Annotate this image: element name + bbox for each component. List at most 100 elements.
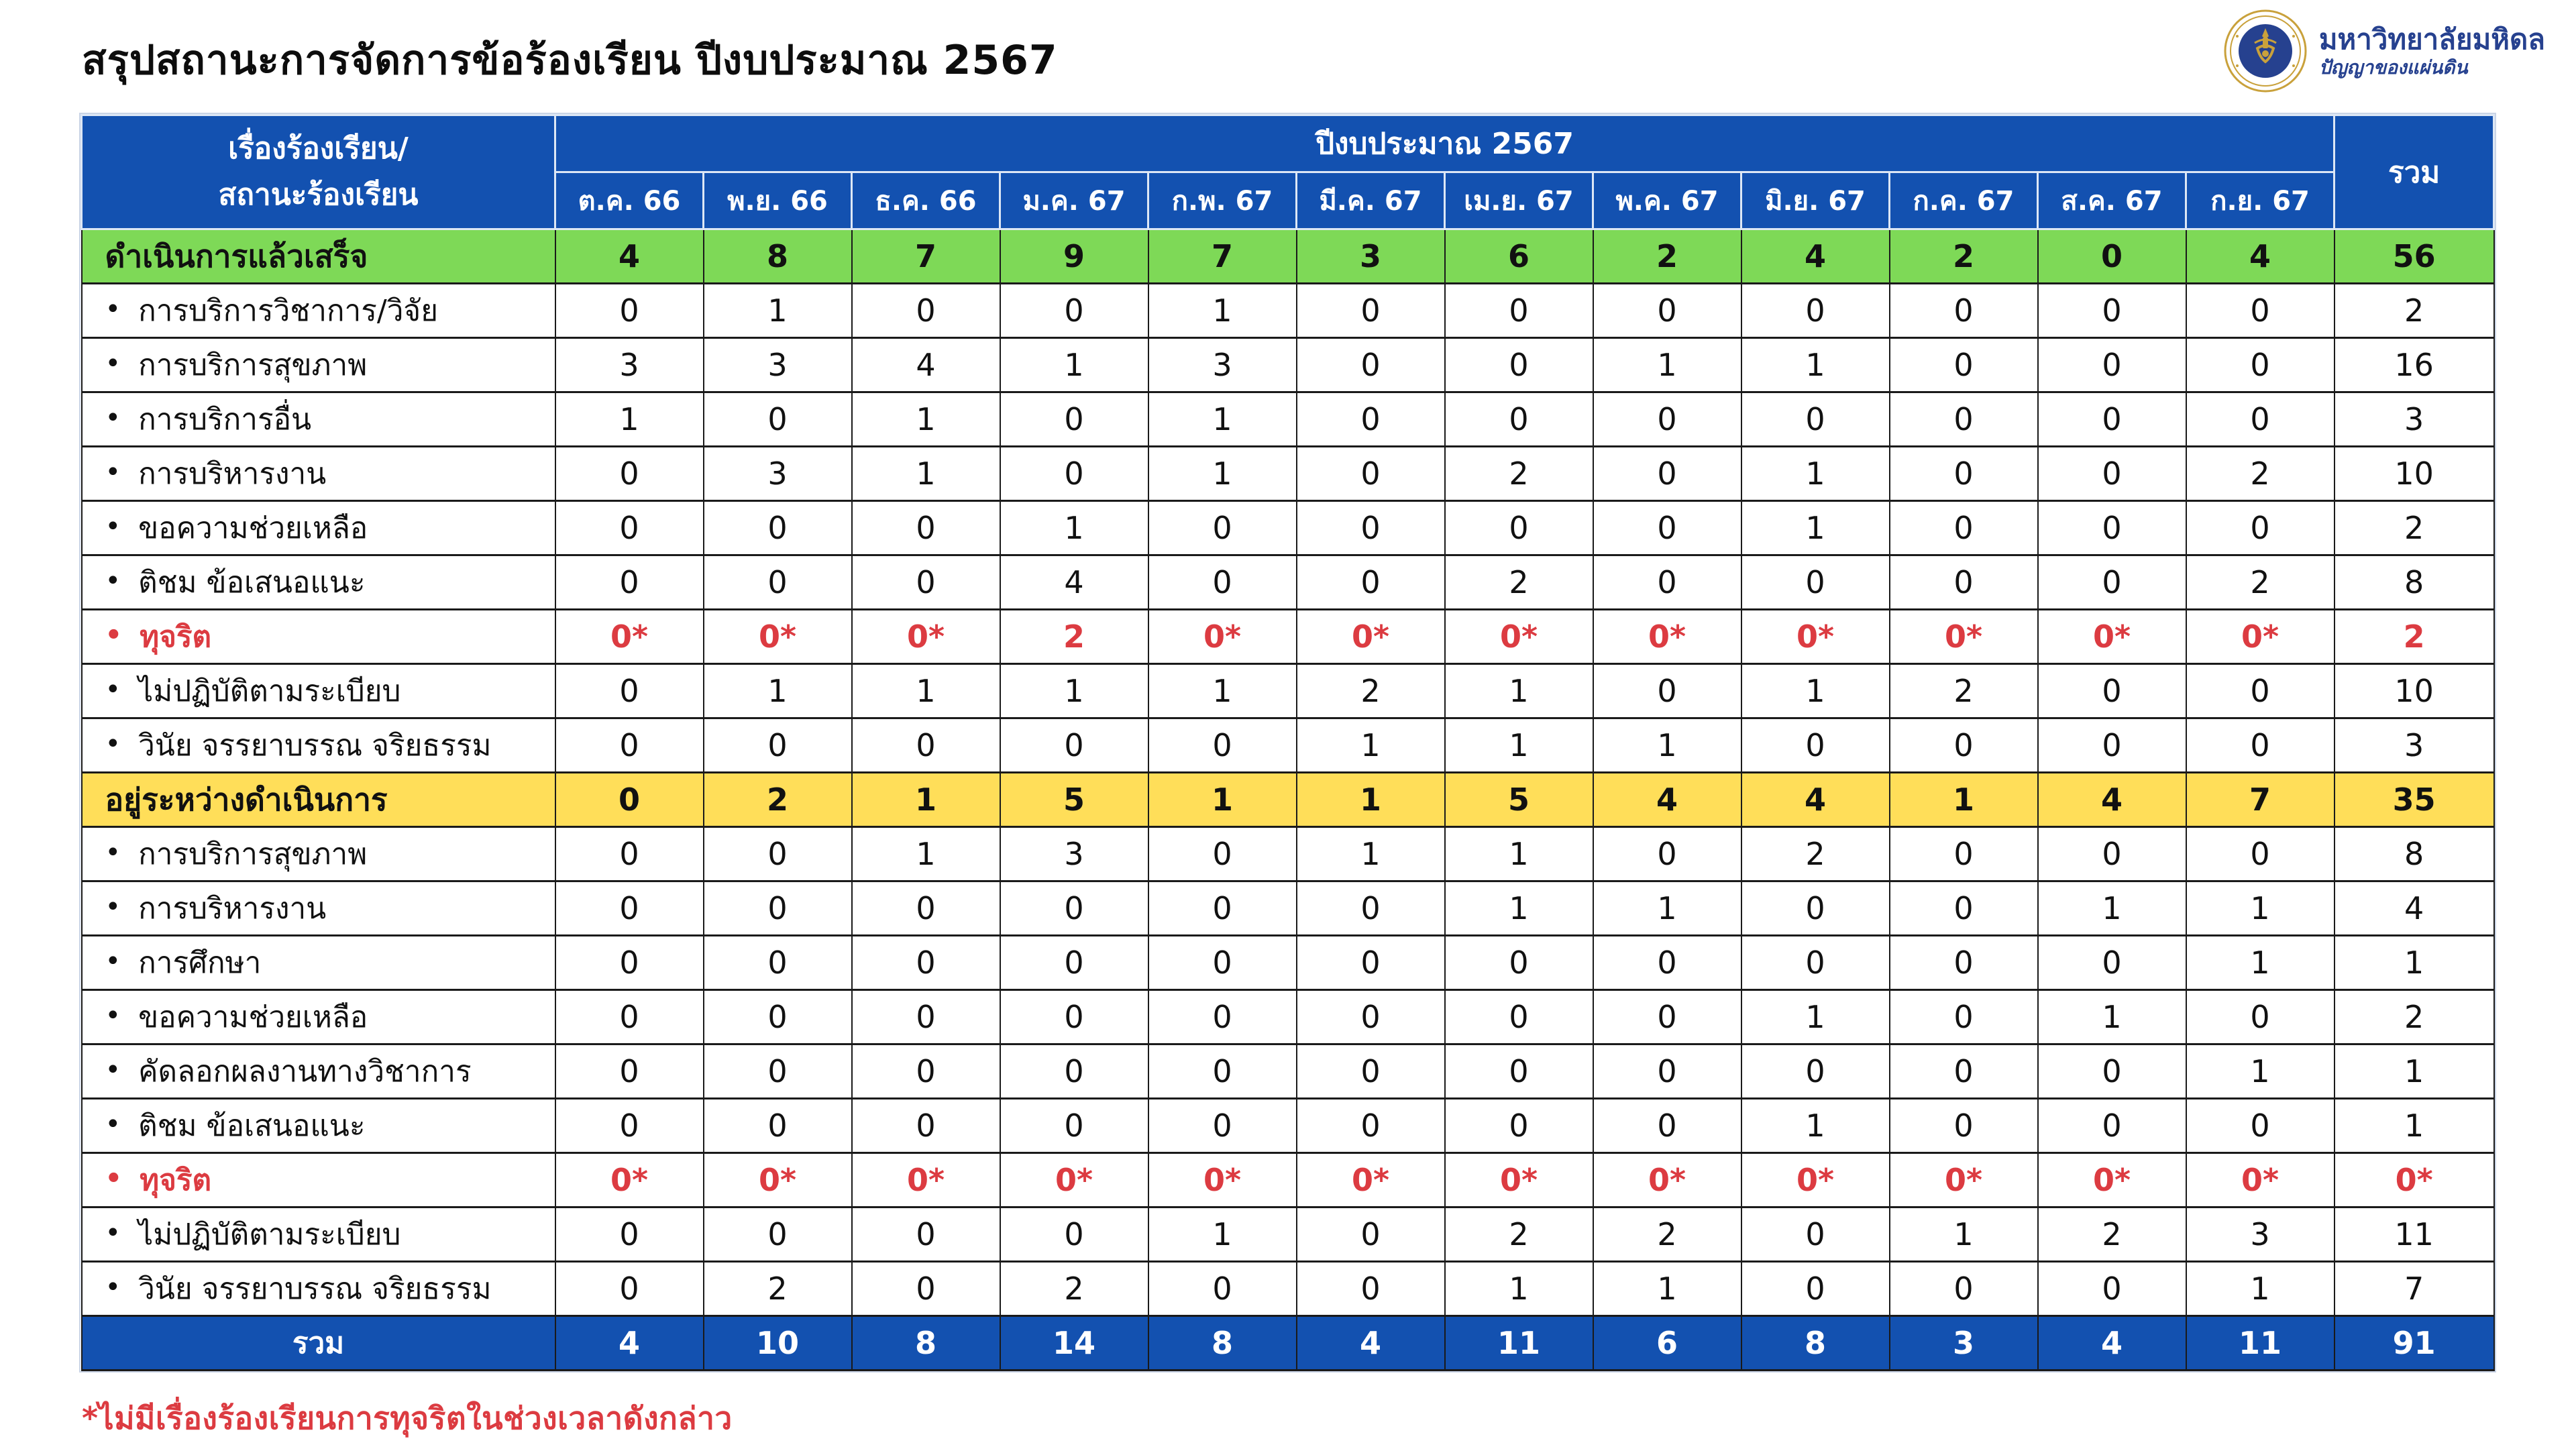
fiscal-year-header: ปีงบประมาณ 2567: [553, 114, 2336, 173]
row-label-cell: • การบริการอื่น: [80, 391, 556, 447]
value-cell: 0*: [1592, 1152, 1742, 1208]
value-cell: 0: [1888, 1260, 2039, 1317]
month-header: ก.ย. 67: [2184, 171, 2336, 230]
value-cell: 2: [1740, 826, 1890, 882]
value-cell: 0: [554, 500, 704, 556]
value-cell: 4: [2185, 228, 2335, 284]
value-cell: 0: [1740, 1206, 1890, 1263]
month-header: ก.พ. 67: [1147, 171, 1297, 230]
bullet-icon: •: [105, 837, 121, 868]
table-row: • คัดลอกผลงานทางวิชาการ 0 0 0 0 0 0 0 0 0 0 0 1 1: [80, 1043, 2495, 1099]
row-total-cell: 2: [2333, 989, 2495, 1045]
value-cell: 0: [1295, 934, 1446, 991]
row-total-cell: 3: [2333, 717, 2495, 773]
row-label-cell: • ติชม ข้อเสนอแนะ: [80, 554, 556, 610]
value-cell: 1: [1147, 771, 1297, 828]
value-cell: 0: [554, 934, 704, 991]
month-header: มิ.ย. 67: [1740, 171, 1890, 230]
table-row: • การศึกษา 0 0 0 0 0 0 0 0 0 0 0 1 1: [80, 934, 2495, 991]
value-cell: 1: [1740, 1097, 1890, 1154]
value-cell: 0: [2185, 826, 2335, 882]
value-cell: 0*: [1444, 608, 1594, 665]
value-cell: 0*: [702, 608, 853, 665]
value-cell: 4: [554, 1315, 704, 1371]
value-cell: 0: [702, 717, 853, 773]
value-cell: 3: [702, 445, 853, 502]
value-cell: 0: [1888, 1097, 2039, 1154]
value-cell: 0: [1295, 500, 1446, 556]
value-cell: 1: [1147, 282, 1297, 339]
row-total-cell: 1: [2333, 1043, 2495, 1099]
value-cell: 0*: [554, 608, 704, 665]
row-total-cell: 10: [2333, 445, 2495, 502]
value-cell: 1: [702, 282, 853, 339]
value-cell: 0*: [851, 1152, 1001, 1208]
value-cell: 0: [1444, 989, 1594, 1045]
table-row: • ขอความช่วยเหลือ 0 0 0 1 0 0 0 0 1 0 0 0 2: [80, 500, 2495, 556]
row-total-cell: 2: [2333, 282, 2495, 339]
row-label-cell: • การบริการวิชาการ/วิจัย: [80, 282, 556, 339]
value-cell: 0*: [1147, 608, 1297, 665]
value-cell: 0: [1295, 391, 1446, 447]
value-cell: 0: [1444, 282, 1594, 339]
month-header: พ.ย. 66: [702, 171, 853, 230]
value-cell: 1: [1740, 989, 1890, 1045]
row-label-text: ขอความช่วยเหลือ: [138, 1000, 368, 1034]
value-cell: 0: [2037, 826, 2187, 882]
value-cell: 0: [1592, 1097, 1742, 1154]
value-cell: 2: [702, 1260, 853, 1317]
value-cell: 0: [1592, 663, 1742, 719]
row-label-text: การบริหารงาน: [138, 457, 327, 491]
row-total-cell: 8: [2333, 826, 2495, 882]
value-cell: 1: [702, 663, 853, 719]
table-row: • ไม่ปฏิบัติตามระเบียบ 0 0 0 0 1 0 2 2 0 1 2 3 11: [80, 1206, 2495, 1263]
row-label-cell: • ขอความช่วยเหลือ: [80, 989, 556, 1045]
row-label-cell: • ไม่ปฏิบัติตามระเบียบ: [80, 663, 556, 719]
value-cell: 3: [999, 826, 1149, 882]
value-cell: 1: [999, 337, 1149, 393]
value-cell: 3: [2185, 1206, 2335, 1263]
value-cell: 0: [702, 1097, 853, 1154]
value-cell: 0: [1147, 989, 1297, 1045]
value-cell: 1: [851, 771, 1001, 828]
month-header: ก.ค. 67: [1888, 171, 2039, 230]
university-seal-icon: [2224, 9, 2307, 93]
month-header: ต.ค. 66: [554, 171, 704, 230]
row-total-cell: 2: [2333, 608, 2495, 665]
value-cell: 0: [554, 554, 704, 610]
value-cell: 0: [1295, 337, 1446, 393]
row-label-text: ติชม ข้อเสนอแนะ: [138, 1109, 366, 1143]
value-cell: 1: [1295, 826, 1446, 882]
value-cell: 10: [702, 1315, 853, 1371]
value-cell: 0: [702, 880, 853, 936]
value-cell: 0: [1740, 554, 1890, 610]
value-cell: 0*: [2037, 1152, 2187, 1208]
row-label-text: การบริการสุขภาพ: [138, 348, 368, 382]
table-row: • ติชม ข้อเสนอแนะ 0 0 0 0 0 0 0 0 1 0 0 0 1: [80, 1097, 2495, 1154]
row-total-cell: 3: [2333, 391, 2495, 447]
row-total-cell: 56: [2333, 228, 2495, 284]
value-cell: 0: [851, 934, 1001, 991]
value-cell: 0: [554, 282, 704, 339]
value-cell: 0: [999, 717, 1149, 773]
value-cell: 4: [554, 228, 704, 284]
value-cell: 0: [2185, 717, 2335, 773]
value-cell: 0: [1444, 1043, 1594, 1099]
row-label-cell: • การบริการสุขภาพ: [80, 826, 556, 882]
value-cell: 0: [1295, 282, 1446, 339]
value-cell: 0: [2037, 1260, 2187, 1317]
month-header: ธ.ค. 66: [851, 171, 1001, 230]
value-cell: 2: [1444, 554, 1594, 610]
value-cell: 0: [1888, 989, 2039, 1045]
value-cell: 0: [1740, 1260, 1890, 1317]
value-cell: 0: [2037, 282, 2187, 339]
value-cell: 0: [999, 989, 1149, 1045]
value-cell: 1: [1147, 663, 1297, 719]
table-row: ดำเนินการแล้วเสร็จ 4 8 7 9 7 3 6 2 4 2 0 4 56: [80, 228, 2495, 284]
value-cell: 0: [851, 1043, 1001, 1099]
value-cell: 0: [1147, 500, 1297, 556]
value-cell: 2: [1592, 1206, 1742, 1263]
bullet-icon: •: [105, 620, 123, 651]
table-row: • ติชม ข้อเสนอแนะ 0 0 0 4 0 0 2 0 0 0 0 2 8: [80, 554, 2495, 610]
value-cell: 1: [1444, 663, 1594, 719]
